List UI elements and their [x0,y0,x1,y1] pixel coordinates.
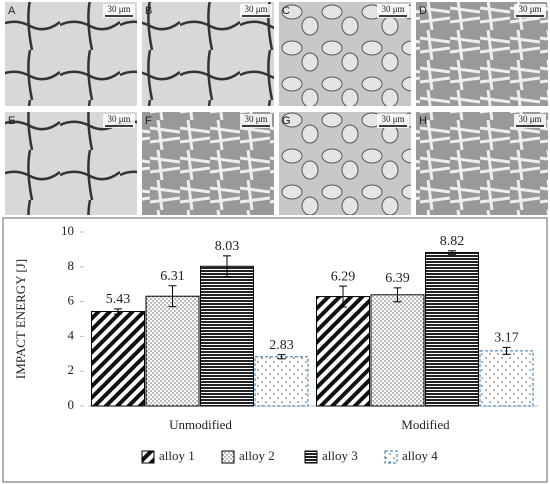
value-label: 5.43 [106,292,131,307]
value-label: 2.83 [269,338,294,353]
bar [370,294,425,407]
x-tick-label: Modified [401,417,450,432]
scale-label: 30 μm [244,4,267,14]
scale-label: 30 μm [518,4,541,14]
chart-frame [2,217,548,483]
micrograph [5,112,137,215]
value-label: 6.31 [160,269,185,284]
panel-label: F [145,115,152,127]
panel-label: D [419,5,427,17]
scale-box [514,114,546,128]
value-label: 8.82 [440,234,465,249]
micrograph [416,112,548,215]
panel-label: G [282,115,291,127]
y-tick-label: 4 [68,327,75,342]
scale-box [103,114,135,128]
bar [200,265,254,407]
value-label: 8.03 [215,239,240,254]
value-label: 6.29 [331,269,356,284]
scale-label: 30 μm [107,4,130,14]
scale-box [514,4,546,18]
scale-label: 30 μm [107,114,130,124]
panel-label: H [419,115,427,127]
value-label: 6.39 [385,271,410,286]
bar [254,356,309,407]
scale-box [103,4,135,18]
micrograph [279,2,411,106]
legend-label: alloy 1 [159,448,195,463]
x-tick-label: Unmodified [169,417,232,432]
legend-swatch [221,450,235,464]
scale-box [377,4,409,18]
scale-box [240,4,272,18]
scale-label: 30 μm [518,114,541,124]
value-label: 3.17 [494,331,519,346]
micrograph [416,2,548,106]
scale-label: 30 μm [381,114,404,124]
bar [425,252,479,407]
micrograph [142,2,274,106]
panel-label: E [8,115,15,127]
bar [91,311,145,407]
panel-label: A [8,5,16,17]
legend-swatch [304,450,318,464]
legend-swatch [141,450,155,464]
y-axis-title: IMPACT ENERGY [J] [13,259,28,379]
micrograph [142,112,274,215]
y-tick-label: 10 [61,223,74,238]
scale-box [377,114,409,128]
bar [145,295,200,407]
legend-label: alloy 2 [239,448,275,463]
micrograph [5,2,137,106]
legend-label: alloy 4 [402,448,438,463]
legend-swatch [384,450,398,464]
y-tick-label: 8 [68,258,75,273]
y-tick-label: 0 [68,397,75,412]
bar [316,296,370,407]
scale-box [240,114,272,128]
bar [479,350,534,407]
legend-label: alloy 3 [322,448,358,463]
scale-label: 30 μm [381,4,404,14]
y-tick-label: 2 [68,362,75,377]
y-tick-label: 6 [68,293,75,308]
panel-label: C [282,5,290,17]
micrograph [279,112,411,215]
scale-label: 30 μm [244,114,267,124]
panel-label: B [145,5,152,17]
